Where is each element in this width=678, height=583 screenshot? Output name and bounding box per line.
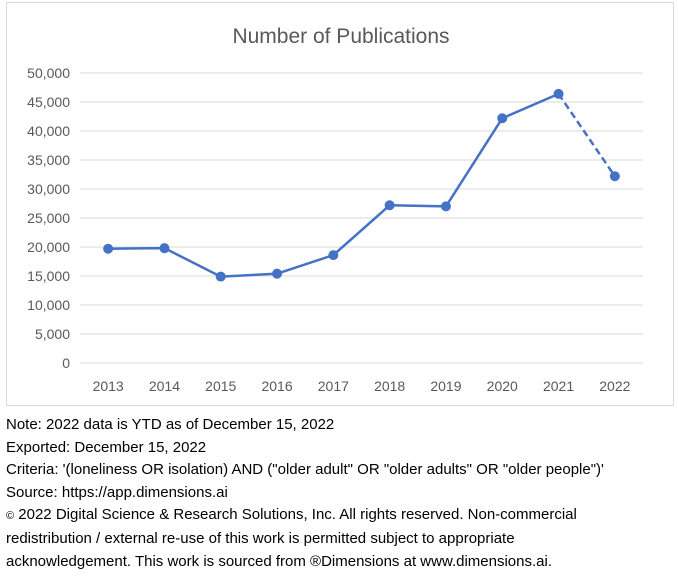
data-point bbox=[440, 201, 451, 212]
data-point bbox=[328, 250, 339, 261]
data-point bbox=[553, 88, 564, 99]
chart-notes: Note: 2022 data is YTD as of December 15… bbox=[6, 414, 674, 573]
y-tick-label: 40,000 bbox=[27, 123, 70, 139]
y-tick-label: 0 bbox=[62, 355, 70, 371]
note-copyright: © 2022 Digital Science & Research Soluti… bbox=[6, 504, 606, 573]
chart-title: Number of Publications bbox=[232, 25, 449, 48]
x-tick-label: 2013 bbox=[93, 378, 124, 394]
data-point bbox=[497, 113, 508, 124]
series-lines bbox=[108, 92, 616, 278]
y-tick-label: 25,000 bbox=[27, 210, 70, 226]
data-point bbox=[159, 243, 170, 254]
x-tick-label: 2016 bbox=[261, 378, 292, 394]
x-tick-label: 2019 bbox=[430, 378, 461, 394]
copyright-text: 2022 Digital Science & Research Solution… bbox=[6, 506, 577, 570]
y-tick-label: 5,000 bbox=[35, 326, 70, 342]
y-tick-label: 10,000 bbox=[27, 297, 70, 313]
chart-area: Number of Publications 0 5,000 10,000 15,00… bbox=[6, 2, 674, 406]
y-tick-label: 15,000 bbox=[27, 268, 70, 284]
x-tick-label: 2022 bbox=[599, 378, 630, 394]
x-tick-label: 2021 bbox=[543, 378, 574, 394]
y-tick-label: 45,000 bbox=[27, 94, 70, 110]
data-points bbox=[103, 88, 620, 282]
note-source: Source: https://app.dimensions.ai bbox=[6, 483, 228, 501]
x-axis-labels: 2013 2014 2015 2016 2017 2018 2019 2020 2021 2022 bbox=[93, 378, 631, 394]
y-tick-label: 20,000 bbox=[27, 239, 70, 255]
copyright-symbol: © bbox=[6, 510, 15, 523]
y-tick-label: 50,000 bbox=[27, 65, 70, 81]
data-point bbox=[609, 171, 620, 182]
series-line-dashed bbox=[557, 93, 616, 177]
x-tick-label: 2018 bbox=[374, 378, 405, 394]
y-axis-labels: 0 5,000 10,000 15,000 20,000 25,000 30,000 35,0… bbox=[27, 65, 70, 371]
line-chart: Number of Publications 0 5,000 10,000 15,00… bbox=[27, 25, 643, 394]
gridlines bbox=[80, 72, 643, 364]
note-ytd: Note: 2022 data is YTD as of December 15… bbox=[6, 416, 335, 433]
x-tick-label: 2017 bbox=[318, 378, 349, 394]
data-point bbox=[384, 200, 395, 211]
y-tick-label: 30,000 bbox=[27, 181, 70, 197]
data-point bbox=[215, 271, 226, 282]
note-criteria: Criteria: '(loneliness OR isolation) AND… bbox=[6, 461, 604, 479]
x-tick-label: 2014 bbox=[149, 378, 180, 394]
y-tick-label: 35,000 bbox=[27, 152, 70, 168]
x-tick-label: 2015 bbox=[205, 378, 236, 394]
data-point bbox=[103, 243, 114, 254]
data-point bbox=[272, 268, 283, 279]
series-line bbox=[108, 92, 560, 278]
x-tick-label: 2020 bbox=[487, 378, 518, 394]
note-exported: Exported: December 15, 2022 bbox=[6, 438, 207, 456]
